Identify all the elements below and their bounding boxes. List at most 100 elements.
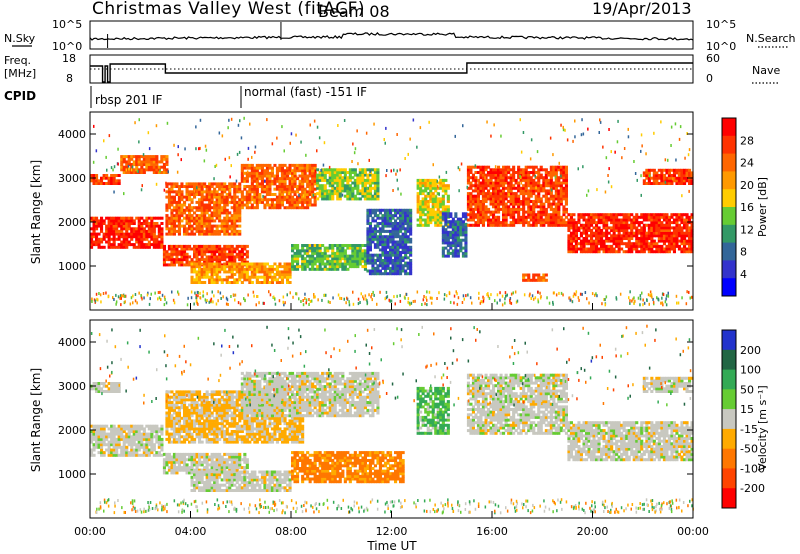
heatmap-cell [313,251,317,255]
heatmap-cell [220,224,224,228]
heatmap-cell [288,190,292,194]
scatter-cell [633,296,635,300]
heatmap-cell [441,212,445,216]
heatmap-cell [625,234,629,238]
heatmap-cell [326,168,330,172]
heatmap-cell [172,208,176,212]
heatmap-cell [321,259,325,263]
heatmap-cell [361,168,365,172]
heatmap-cell [223,195,227,199]
heatmap-cell [660,237,664,240]
scatter-cell [308,298,310,301]
heatmap-cell [228,200,232,204]
heatmap-cell [155,160,159,164]
heatmap-cell [356,184,360,188]
heatmap-cell [373,184,377,188]
heatmap-cell [612,215,616,219]
scatter-cell [487,292,489,296]
heatmap-cell [213,214,217,218]
heatmap-cell [595,237,599,240]
heatmap-cell [652,168,656,172]
heatmap-cell [640,231,644,235]
heatmap-cell [667,168,671,172]
heatmap-cell [301,190,305,194]
heatmap-cell [481,202,485,206]
heatmap-cell [451,228,455,232]
heatmap-cell [421,210,425,214]
heatmap-cell [409,266,413,270]
scatter-cell [571,300,574,304]
scatter-cell [478,291,480,295]
heatmap-cell [662,234,666,238]
heatmap-cell [188,198,192,202]
scatter-cell [205,300,207,304]
heatmap-cell [250,262,254,266]
heatmap-cell [323,246,327,250]
heatmap-cell [296,257,300,261]
heatmap-cell [140,222,144,225]
heatmap-cell [130,163,134,166]
heatmap-cell [494,171,498,174]
heatmap-cell [190,224,194,228]
heatmap-cell [444,207,448,211]
heatmap-cell [268,182,272,186]
heatmap-cell [301,244,305,247]
heatmap-cell [366,237,370,241]
heatmap-cell [180,250,184,254]
heatmap-cell [303,267,307,271]
heatmap-cell [150,232,154,236]
heatmap-cell [260,169,264,173]
heatmap-cell [504,213,508,217]
heatmap-cell [298,182,302,186]
heatmap-cell [95,232,99,236]
heatmap-cell [481,165,485,169]
heatmap-cell [429,207,433,211]
heatmap-cell [235,232,239,236]
heatmap-cell [424,181,428,185]
heatmap-cell [346,254,350,258]
heatmap-cell [160,232,164,236]
scatter-cell [646,298,648,302]
heatmap-cell [564,197,568,201]
heatmap-cell [532,178,536,182]
heatmap-cell [542,276,546,280]
heatmap-cell [632,242,636,246]
heatmap-cell [248,195,252,199]
heatmap-cell [198,247,202,251]
heatmap-cell [238,244,242,248]
heatmap-cell [215,182,219,186]
heatmap-cell [384,240,388,244]
heatmap-cell [690,242,694,246]
heatmap-cell [268,198,272,202]
heatmap-cell [547,202,551,206]
heatmap-cell [120,160,124,164]
heatmap-cell [396,256,400,260]
scatter-cell [661,296,663,300]
heatmap-cell [245,260,249,264]
heatmap-cell [323,186,327,190]
heatmap-cell [180,260,184,264]
heatmap-cell [384,214,388,218]
heatmap-cell [363,257,367,261]
heatmap-cell [494,205,498,209]
heatmap-cell [655,176,659,180]
heatmap-cell [210,229,214,233]
heatmap-cell [316,178,320,182]
heatmap-cell [165,171,169,174]
heatmap-cell [389,224,393,228]
heatmap-cell [471,194,475,198]
scatter-cell [407,152,409,156]
scatter-cell [595,292,597,296]
heatmap-cell [554,213,558,217]
heatmap-cell [675,171,679,175]
heatmap-cell [318,171,322,174]
heatmap-cell [404,235,408,239]
heatmap-cell [469,186,473,190]
heatmap-cell [574,223,578,227]
heatmap-cell [125,235,129,239]
heatmap-cell [348,254,352,258]
scatter-cell [190,296,193,300]
heatmap-cell [441,184,445,188]
heatmap-cell [243,198,247,202]
heatmap-cell [95,179,99,183]
